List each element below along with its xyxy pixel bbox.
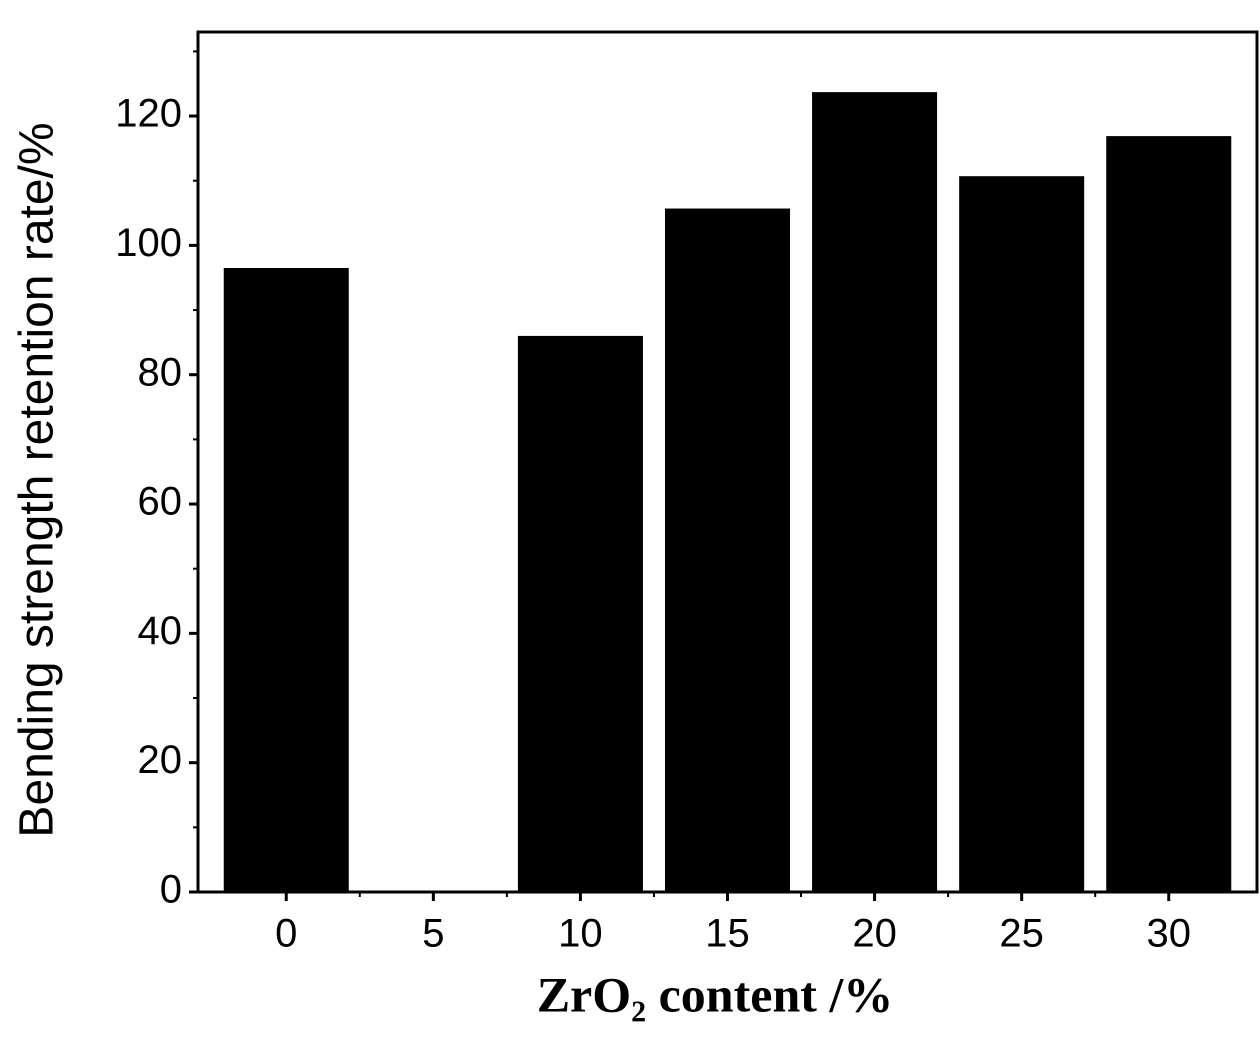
y-tick-label: 60: [138, 480, 183, 524]
y-tick-label: 40: [138, 609, 183, 653]
y-tick-label: 80: [138, 350, 183, 394]
y-tick-label: 20: [138, 738, 183, 782]
y-axis-title: Bending strength retention rate/%: [11, 122, 64, 837]
x-tick-label: 10: [558, 912, 603, 956]
bar: [223, 268, 349, 893]
bar: [959, 176, 1085, 892]
bar: [517, 335, 643, 892]
x-tick-label: 15: [705, 912, 750, 956]
bar: [812, 92, 938, 893]
x-tick-label: 25: [999, 912, 1044, 956]
x-tick-label: 20: [852, 912, 897, 956]
y-tick-label: 100: [115, 221, 182, 265]
y-tick-label: 120: [115, 92, 182, 136]
x-axis-title: ZrO₂ content /%: [537, 966, 894, 1022]
y-tick-label: 0: [160, 868, 182, 912]
bar: [664, 208, 791, 893]
x-tick-label: 30: [1147, 912, 1192, 956]
x-tick-label: 0: [275, 912, 297, 956]
bar: [1106, 136, 1232, 892]
x-tick-label: 5: [422, 912, 444, 956]
